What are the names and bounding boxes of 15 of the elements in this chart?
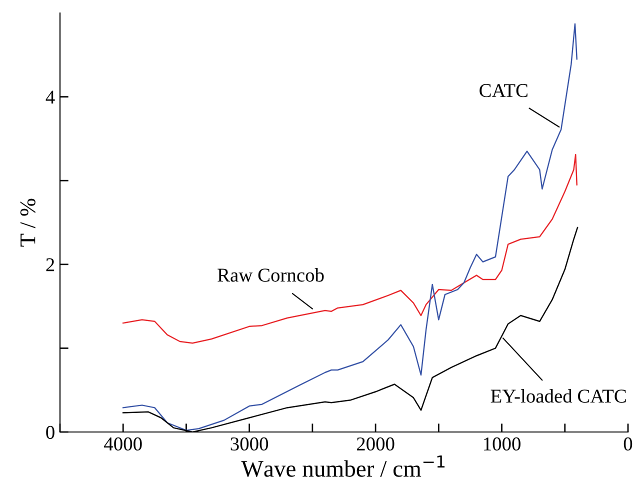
x-tick-label: 3000 [230, 437, 268, 451]
y-tick-label: 2 [46, 258, 54, 272]
line-series [122, 154, 578, 344]
annotation: CATC [480, 84, 528, 98]
x-tick-label: 2000 [356, 437, 394, 451]
x-axis-title: Wave number / cm$^{−1}$ [241, 455, 445, 477]
y-tick-label: 0 [46, 426, 54, 439]
annotation: Raw Corncob [218, 268, 324, 282]
annotation: EY-loaded CATC [490, 389, 626, 403]
y-axis-title: T / % [20, 198, 36, 247]
x-tick-label: 0 [624, 437, 632, 451]
x-tick-label: 4000 [104, 437, 142, 451]
y-tick-label: 4 [46, 90, 55, 104]
x-tick-label: 1000 [484, 437, 520, 451]
line-series [122, 23, 578, 431]
